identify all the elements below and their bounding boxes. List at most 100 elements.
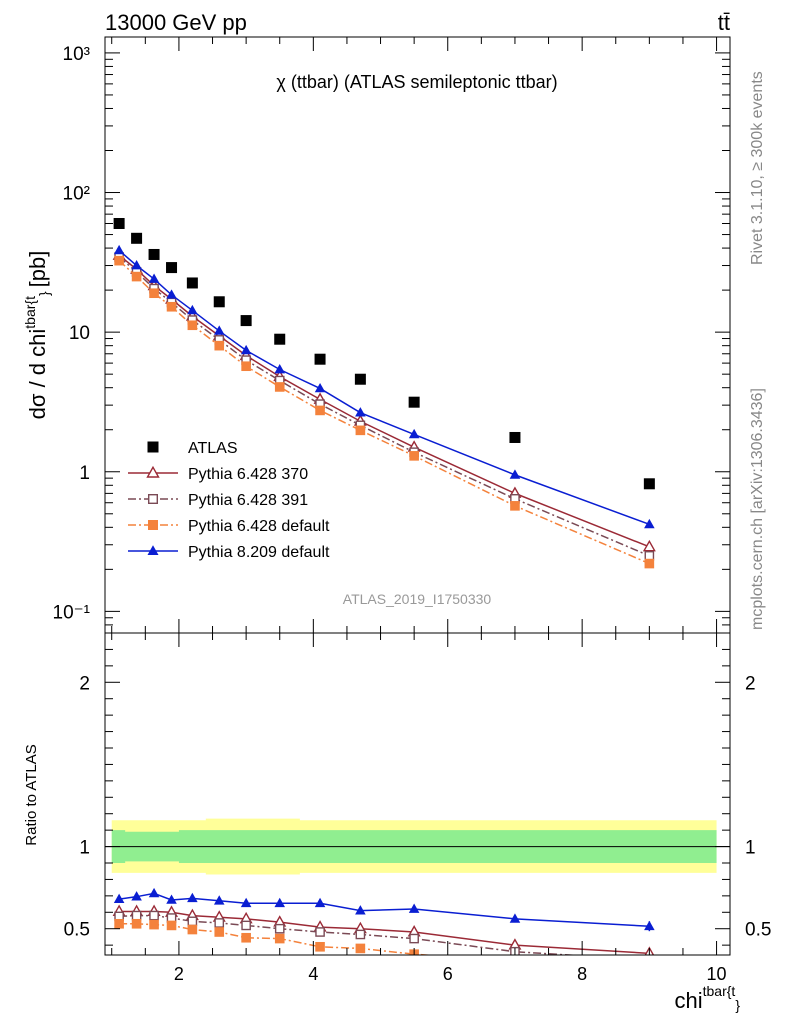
- data-point-pythia-6-428-default: [131, 271, 142, 282]
- ratio-point-pythia-8-209-default: [213, 895, 225, 905]
- data-point-atlas: [213, 296, 225, 308]
- x-axis-label-sub: }: [735, 997, 740, 1013]
- ratio-series-pythia-8-209-default: [113, 887, 655, 932]
- x-axis-label-text: chi: [674, 988, 702, 1013]
- legend-label-atlas: ATLAS: [188, 440, 238, 457]
- legend-entry-pythia-8-209-default: Pythia 8.209 default: [128, 544, 330, 561]
- x-tick-label: 10: [707, 964, 727, 984]
- legend-label-pythia-6-428-391: Pythia 6.428 391: [188, 492, 308, 509]
- rivet-label: Rivet 3.1.10, ≥ 300k events: [749, 71, 766, 265]
- ratio-point-pythia-8-209-default: [355, 905, 366, 915]
- data-point-pythia-8-209-default: [113, 244, 125, 255]
- ratio-point-pythia-8-209-default: [408, 903, 420, 913]
- series-pythia-8-209-default: [113, 244, 655, 529]
- y-axis-label-text: dσ / d chi: [25, 329, 50, 420]
- ratio-point-pythia-8-209-default: [166, 894, 177, 904]
- data-point-pythia-8-209-default: [213, 325, 225, 335]
- ratio-point-pythia-8-209-default: [148, 887, 160, 898]
- data-point-atlas: [408, 396, 420, 408]
- data-point-pythia-6-428-default: [510, 501, 520, 511]
- header-process: tt̄: [718, 10, 730, 35]
- ratio-tick-label-right: 1: [745, 838, 756, 859]
- data-point-pythia-8-209-default: [509, 469, 521, 479]
- data-point-atlas: [131, 232, 143, 244]
- data-point-pythia-6-428-default: [149, 288, 159, 299]
- main-panel: 10⁻¹ 1 10 10² 10³ χ (ttbar) (ATLAS semilepto…: [53, 36, 731, 634]
- data-point-atlas: [166, 262, 178, 274]
- ratio-series-pythia-6-428-391: [114, 910, 582, 955]
- header-energy: 13000 GeV pp: [105, 10, 247, 35]
- ratio-point-pythia-8-209-default: [240, 897, 252, 908]
- ratio-point-pythia-6-428-default: [166, 920, 177, 931]
- y-tick-label: 10²: [63, 184, 90, 205]
- ratio-point-pythia-6-428-default: [315, 941, 325, 952]
- ratio-point-pythia-6-428-default: [187, 924, 198, 935]
- data-point-pythia-8-209-default: [314, 382, 326, 393]
- y-tick-label: 1: [79, 463, 90, 484]
- ratio-frame: [104, 632, 731, 956]
- ratio-series-pythia-6-428-default: [114, 918, 520, 967]
- y-axis-label-unit: [pb]: [25, 251, 50, 288]
- legend-marker-pythia-6-428-default: [148, 520, 158, 530]
- ratio-point-pythia-6-428-default: [149, 919, 159, 930]
- x-axis-label-sup: tbar{t: [703, 983, 736, 999]
- series-atlas: [113, 217, 655, 490]
- ratio-point-pythia-6-428-391: [315, 927, 325, 937]
- y-axis-label: dσ / d chitbar{t} [pb]: [22, 251, 52, 420]
- y-axis-label-sup: tbar{t: [22, 296, 38, 329]
- legend-marker-atlas: [147, 441, 159, 453]
- ratio-point-pythia-6-428-391: [131, 910, 142, 921]
- data-point-pythia-8-209-default: [240, 344, 252, 355]
- ratio-point-pythia-8-209-default: [314, 897, 326, 908]
- data-point-atlas: [354, 373, 366, 385]
- data-point-pythia-8-209-default: [131, 260, 142, 270]
- ratio-point-pythia-6-428-391: [149, 910, 159, 921]
- ratio-point-pythia-6-428-default: [214, 927, 225, 937]
- data-point-pythia-8-209-default: [644, 518, 655, 529]
- series-line-pythia-6-428-391: [118, 256, 650, 557]
- legend-entry-atlas: ATLAS: [147, 440, 238, 457]
- ratio-line-pythia-8-209-default: [119, 892, 650, 927]
- ratio-point-pythia-6-428-default: [355, 943, 366, 954]
- ratio-point-pythia-6-428-391: [187, 916, 198, 927]
- data-point-pythia-8-209-default: [355, 407, 366, 417]
- legend-marker-pythia-8-209-default: [147, 545, 159, 555]
- legend: ATLAS Pythia 6.428 370 Pythia 6.428 391 Pyt…: [128, 440, 330, 561]
- x-tick-label: 2: [174, 964, 184, 984]
- data-point-pythia-6-428-370: [642, 539, 656, 552]
- chart-title: χ (ttbar) (ATLAS semileptonic ttbar): [276, 72, 557, 92]
- y-axis-label-sub: }: [36, 291, 52, 296]
- data-point-pythia-8-209-default: [187, 304, 198, 315]
- ratio-line-pythia-6-428-370: [119, 910, 650, 955]
- series-line-pythia-8-209-default: [118, 249, 650, 526]
- analysis-id: ATLAS_2019_I1750330: [343, 591, 492, 607]
- legend-marker-pythia-6-428-370: [146, 465, 160, 478]
- ratio-point-pythia-6-428-default: [241, 932, 251, 943]
- data-point-atlas: [314, 353, 326, 365]
- data-point-pythia-6-428-default: [241, 361, 251, 372]
- ratio-point-pythia-6-428-default: [274, 933, 285, 944]
- ratio-point-pythia-6-428-391: [355, 929, 366, 940]
- ratio-tick-label-left: 0.5: [64, 920, 90, 941]
- x-tick-label: 6: [443, 964, 453, 984]
- legend-marker-pythia-6-428-391: [147, 494, 158, 505]
- series-pythia-6-428-default: [114, 255, 655, 569]
- ratio-point-pythia-6-428-default: [510, 957, 520, 967]
- ratio-panel: 2 4 6 8 10 0.5 0.5 1 1 2 2: [64, 632, 771, 984]
- data-point-pythia-6-428-default: [114, 255, 124, 266]
- ratio-point-pythia-6-428-default: [131, 918, 142, 929]
- data-point-pythia-8-209-default: [274, 363, 286, 374]
- ratio-point-pythia-8-209-default: [644, 920, 655, 931]
- data-point-pythia-8-209-default: [148, 273, 160, 283]
- data-point-pythia-8-209-default: [166, 289, 177, 299]
- data-point-pythia-6-428-default: [409, 451, 419, 461]
- series-pythia-6-428-391: [114, 252, 655, 561]
- ratio-tick-label-right: 2: [745, 673, 756, 694]
- data-point-pythia-6-428-default: [644, 558, 655, 569]
- data-point-atlas: [240, 315, 252, 327]
- legend-label-pythia-6-428-default: Pythia 6.428 default: [188, 518, 330, 535]
- mcplots-label: mcplots.cern.ch [arXiv:1306.3436]: [749, 388, 766, 630]
- ratio-point-pythia-8-209-default: [113, 893, 125, 903]
- legend-entry-pythia-6-428-391: Pythia 6.428 391: [128, 492, 308, 509]
